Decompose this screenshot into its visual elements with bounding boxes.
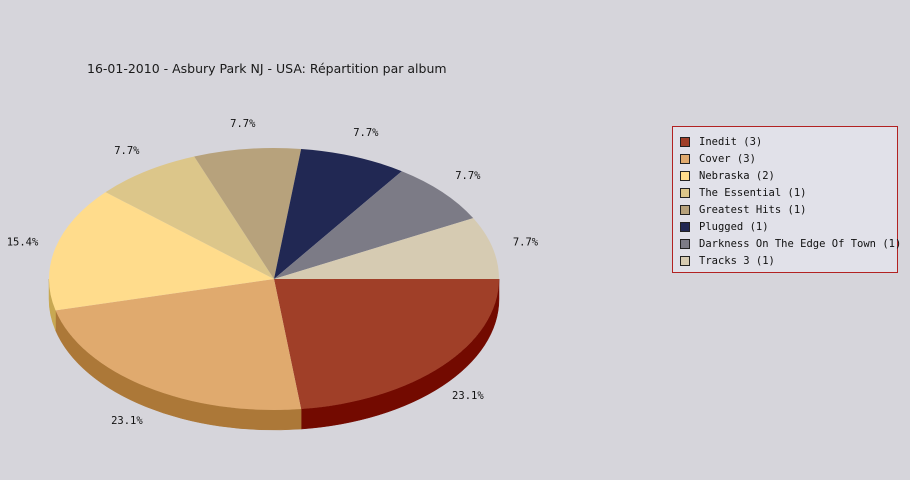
pie-label-4: 7.7% [230, 118, 256, 130]
pie-label-0: 23.1% [452, 390, 484, 402]
legend-label-6: Darkness On The Edge Of Town (1) [699, 237, 902, 250]
legend-label-4: Greatest Hits (1) [699, 203, 807, 216]
legend-item-3: The Essential (1) [680, 184, 897, 201]
legend-label-3: The Essential (1) [699, 186, 807, 199]
legend-label-2: Nebraska (2) [699, 169, 775, 182]
pie-label-6: 7.7% [455, 170, 481, 182]
legend-swatch-4 [680, 204, 690, 215]
legend-swatch-5 [680, 221, 690, 232]
legend-label-1: Cover (3) [699, 152, 756, 165]
legend: Inedit (3) Cover (3) Nebraska (2) The Essen… [672, 126, 901, 273]
pie-slice-7 [274, 218, 499, 279]
pie-label-3: 7.7% [114, 145, 140, 157]
pie-slice-5 [274, 148, 402, 279]
legend-item-7: Tracks 3 (1) [680, 252, 897, 269]
legend-item-6: Darkness On The Edge Of Town (1) [680, 235, 901, 252]
pie-label-7: 7.7% [513, 236, 539, 248]
legend-swatch-3 [680, 187, 690, 198]
pie-slice-0 [274, 279, 499, 410]
pie-slice-3 [105, 156, 274, 279]
legend-item-1: Cover (3) [680, 150, 897, 167]
pie-slice-2 [49, 192, 274, 311]
legend-item-5: Plugged (1) [680, 218, 897, 235]
pie-label-2: 15.4% [7, 236, 39, 248]
legend-item-0: Inedit (3) [680, 133, 897, 150]
legend-swatch-0 [680, 136, 690, 147]
legend-item-4: Greatest Hits (1) [680, 201, 897, 218]
pie-slice-1 [55, 279, 302, 410]
pie-label-1: 23.1% [111, 415, 143, 427]
legend-swatch-7 [680, 255, 690, 266]
pie-slice-4 [194, 148, 302, 279]
legend-label-7: Tracks 3 (1) [699, 254, 775, 267]
legend-swatch-6 [680, 238, 690, 249]
pie-label-5: 7.7% [353, 127, 379, 139]
legend-swatch-1 [680, 153, 690, 164]
legend-label-5: Plugged (1) [699, 220, 769, 233]
legend-item-2: Nebraska (2) [680, 167, 897, 184]
legend-swatch-2 [680, 170, 690, 181]
pie-slice-6 [274, 171, 474, 279]
legend-label-0: Inedit (3) [699, 135, 763, 148]
chart-title: 16-01-2010 - Asbury Park NJ - USA: Répar… [87, 61, 447, 76]
